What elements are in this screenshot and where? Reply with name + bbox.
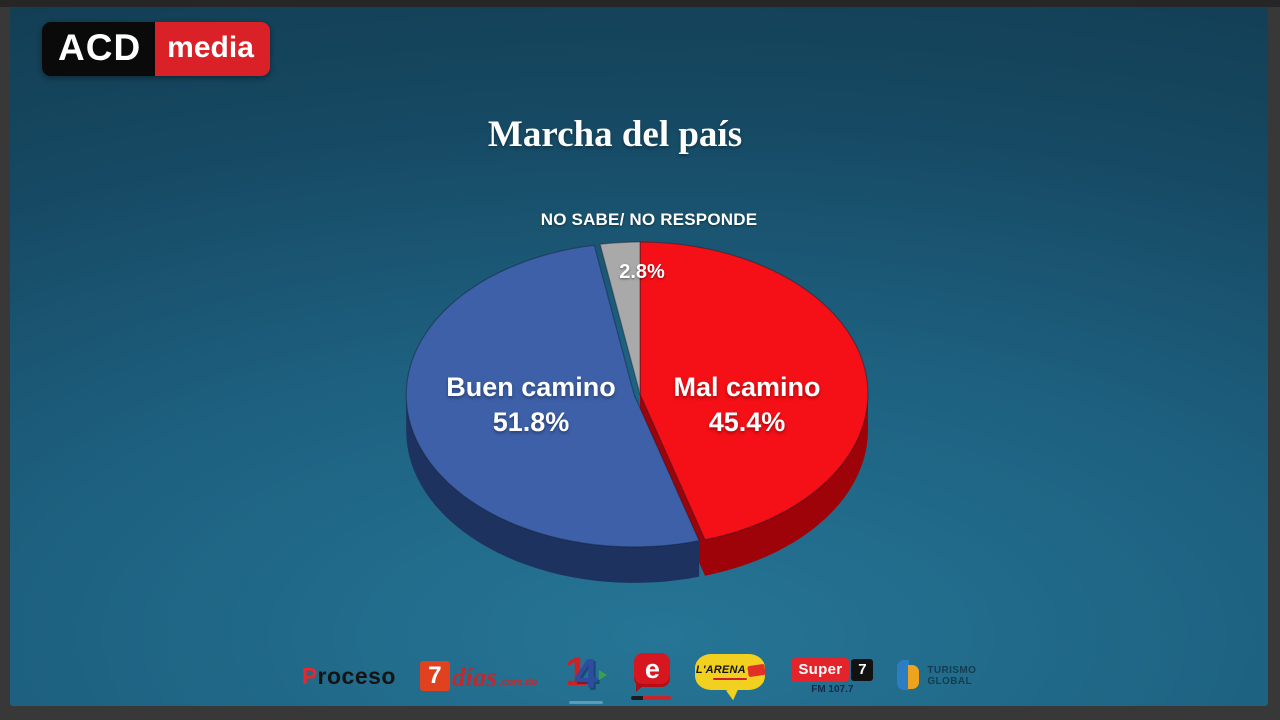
turismo-blue-shape (897, 660, 910, 690)
turismo-line1: TURISMO (927, 665, 977, 676)
turismo-global-wordmark: TURISMO GLOBAL (927, 665, 976, 687)
label-no-sabe: NO SABE/ NO RESPONDE (540, 210, 758, 229)
proceso-logo: Proceso (302, 663, 396, 690)
pie-side-mal-camino (705, 394, 868, 576)
pie-slice-buen-camino (405, 244, 700, 548)
7dias-digit-icon: 7 (419, 661, 450, 691)
acd-media-logo: ACD media (42, 22, 270, 76)
pie-slice-no-sabe (599, 241, 641, 395)
proceso-wordmark: Proceso (302, 663, 396, 690)
e-media-logo: e (631, 652, 672, 700)
larena-speech-bubble-icon: L'ARENA (695, 654, 766, 690)
mal-camino-name: Mal camino (673, 372, 821, 402)
pie-3d-svg (405, 241, 869, 583)
larena-wordmark: L'ARENA (695, 664, 746, 676)
super7-wordmark: Super (791, 657, 850, 682)
7dias-logo: 7 días .com.do (419, 661, 538, 692)
7dias-domain: .com.do (499, 677, 538, 688)
turismo-global-logo: TURISMO GLOBAL (897, 660, 976, 692)
slide: ACD media Marcha del país NO SABE/ NO RE… (10, 7, 1268, 706)
media-logo-text: media (155, 22, 270, 76)
mal-camino-pct: 45.4% (708, 407, 786, 437)
proceso-rest: roceso (317, 662, 396, 689)
7dias-wordmark: días (451, 662, 497, 692)
super7-frequency: FM 107.7 (811, 683, 854, 695)
larena-logo: L'ARENA (695, 652, 767, 702)
canal4-caption-bar (569, 701, 604, 704)
pie-side-buen-camino (406, 394, 700, 583)
buen-camino-pct: 51.8% (492, 407, 570, 437)
turismo-global-icon (897, 660, 921, 692)
proceso-initial: P (301, 662, 318, 689)
canal4-four-glyph: 4 (574, 650, 598, 697)
e-letter-icon: e (634, 652, 671, 687)
canal4-logo: 1 4 (561, 650, 608, 704)
turismo-line2: GLOBAL (927, 676, 972, 687)
page-title: Marcha del país (487, 114, 743, 155)
partner-logos-row: Proceso 7 días .com.do 1 4 e (10, 650, 1268, 704)
super7-logo: Super 7 FM 107.7 (791, 657, 874, 695)
pie-slice-mal-camino (639, 241, 869, 541)
label-mal-camino: Mal camino 45.4% (597, 370, 897, 440)
super7-digit-icon: 7 (851, 658, 874, 681)
label-buen-camino: Buen camino 51.8% (381, 370, 681, 440)
larena-red-badge-icon (747, 663, 766, 677)
larena-bubble-tail-icon (726, 687, 742, 702)
larena-caption-bar (713, 678, 748, 680)
e-caption-bar (631, 695, 672, 700)
turismo-orange-shape (908, 665, 920, 689)
acd-logo-text: ACD (42, 22, 156, 76)
canal4-one-glyph: 1 (565, 650, 588, 694)
buen-camino-name: Buen camino (446, 372, 616, 402)
e-bubble-tail-icon (636, 683, 646, 692)
label-no-sabe-pct: 2.8% (619, 261, 665, 283)
window-frame-top (0, 0, 1280, 7)
canal4-green-accent-icon (599, 670, 608, 680)
